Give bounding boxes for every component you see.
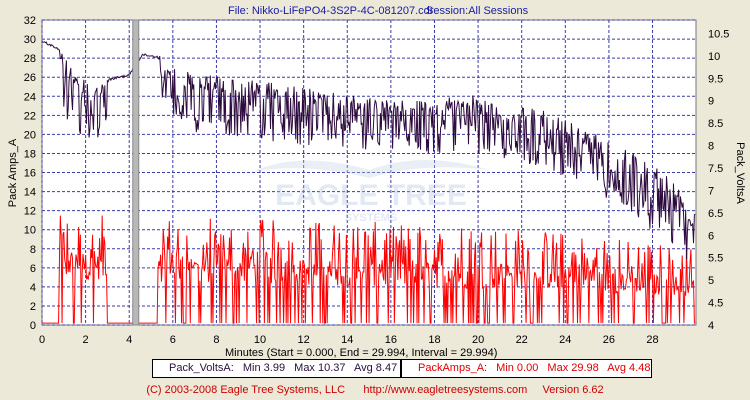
y-left-tick-label: 4 [30,282,36,294]
y-right-tick-label: 7.5 [708,163,723,175]
session-marker-bar[interactable] [132,19,140,326]
footer: (C) 2003-2008 Eagle Tree Systems, LLC ht… [0,384,750,396]
legend-amps-min: Min 0.00 [496,362,539,374]
file-title: File: Nikko-LiFePO4-3S2P-4C-081207.cdr [228,5,434,17]
y-left-tick-label: 26 [24,72,36,84]
y-right-tick-label: 6.5 [708,208,723,220]
session-title: Session:All Sessions [426,5,529,17]
legend-amps-avg: Avg 4.48 [607,362,651,374]
y-left-tick-label: 14 [24,187,36,199]
x-axis-label: Minutes (Start = 0.000, End = 29.994, In… [225,347,497,359]
x-tick-label: 20 [472,334,484,346]
x-axis-ticks: 0 2 4 6 8 10 12 14 16 18 20 22 24 26 28 [39,334,659,346]
y-right-tick-label: 5.5 [708,253,723,265]
y-left-tick-label: 2 [30,301,36,313]
x-tick-label: 24 [559,334,571,346]
legend-volts-max: Max 10.37 [294,362,346,374]
x-tick-label: 18 [428,334,440,346]
x-tick-label: 14 [341,334,353,346]
y-right-tick-label: 8.5 [708,118,723,130]
legend-volts: Pack_VoltsA: Min 3.99 Max 10.37 Avg 8.47 [152,359,401,378]
x-tick-label: 6 [170,334,176,346]
series-line-pack-volts [41,41,696,260]
y-axis-right-label: Pack_VoltsA [734,142,746,204]
y-right-tick-label: 9.5 [708,73,723,85]
x-tick-label: 16 [385,334,397,346]
y-left-tick-label: 16 [24,168,36,180]
x-tick-label: 8 [213,334,219,346]
y-left-tick-label: 28 [24,53,36,65]
series-packamps [42,215,696,324]
watermark-brand: EAGLE TREE [275,179,467,212]
y-right-tick-label: 9 [708,96,714,108]
y-left-tick-label: 22 [24,110,36,122]
legend-amps-max: Max 29.98 [547,362,599,374]
y-right-tick-label: 7 [708,185,714,197]
legend-amps-name: PackAmps_A: [418,362,488,374]
y-left-tick-label: 24 [24,91,36,103]
y-right-tick-label: 10.5 [708,28,729,40]
y-right-tick-label: 10 [708,51,720,63]
y-axis-left-label: Pack Amps_A [7,138,19,207]
y-right-tick-label: 4.5 [708,298,723,310]
y-right-tick-label: 6 [708,230,714,242]
y-right-tick-label: 8 [708,141,714,153]
x-tick-label: 10 [254,334,266,346]
session-markers[interactable] [132,19,140,326]
y-left-tick-label: 10 [24,225,36,237]
y-left-tick-label: 12 [24,206,36,218]
x-tick-label: 26 [603,334,615,346]
y-left-tick-label: 8 [30,244,36,256]
y-left-tick-label: 32 [24,15,36,27]
y-left-tick-label: 18 [24,148,36,160]
legend-amps: PackAmps_A: Min 0.00 Max 29.98 Avg 4.48 [401,359,652,378]
x-tick-label: 2 [83,334,89,346]
eagle-tree-watermark: EAGLE TREE SYSTEMS [252,160,490,224]
legend-volts-name: Pack_VoltsA: [169,362,234,374]
y-left-tick-label: 30 [24,34,36,46]
series-line-packamps [42,215,696,324]
x-tick-label: 4 [126,334,132,346]
legend-volts-avg: Avg 8.47 [353,362,398,374]
y-left-tick-label: 0 [30,320,36,332]
watermark-wings-icon [252,160,490,178]
series-pack-volts [41,41,696,260]
y-left-tick-label: 20 [24,129,36,141]
legend-volts-min: Min 3.99 [242,362,286,374]
footer-url[interactable]: http://www.eagletreesystems.com [363,384,528,396]
y-right-tick-label: 5 [708,275,714,287]
y-left-tick-label: 6 [30,263,36,275]
footer-copyright: (C) 2003-2008 Eagle Tree Systems, LLC [146,384,346,396]
footer-version: Version 6.62 [542,384,604,396]
x-tick-label: 22 [516,334,528,346]
y-right-tick-label: 4 [708,320,714,332]
watermark-sub: SYSTEMS [345,212,398,224]
right-axis-ticks: 4 4.5 5 5.5 6 6.5 7 7.5 8 8.5 9 9.5 10 10.5 [708,28,729,332]
x-tick-label: 28 [646,334,658,346]
x-tick-label: 0 [39,334,45,346]
x-tick-label: 12 [298,334,310,346]
